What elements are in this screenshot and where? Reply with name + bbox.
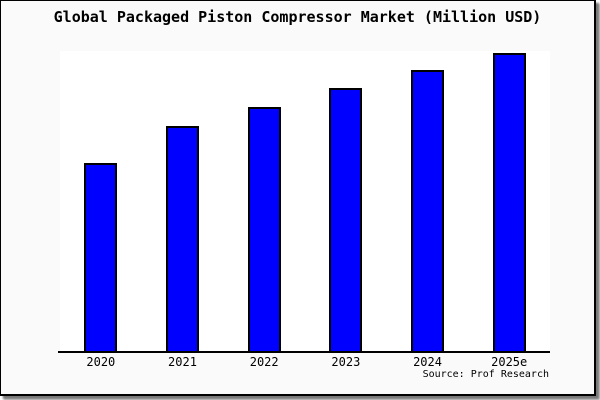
bar-2022 [247, 107, 281, 351]
x-tick-label-2024: 2024 [413, 355, 442, 369]
bar-2021 [166, 126, 199, 351]
x-tick-label-2022: 2022 [249, 355, 279, 369]
bar-slot [142, 51, 224, 351]
source-note: Source: Prof Research [422, 369, 549, 380]
bar-slot [223, 51, 305, 351]
bar-2020 [84, 162, 118, 351]
x-tick-label-2020: 2020 [86, 355, 116, 369]
bars-container [60, 51, 550, 351]
x-axis-labels: 2020 2021 2022 2023 2024 2025e [60, 355, 550, 369]
x-axis-line [58, 351, 550, 353]
bar-slot [305, 51, 387, 351]
bar-slot [387, 51, 469, 351]
bar-2023 [329, 87, 363, 351]
bar-slot [468, 51, 550, 351]
x-tick-label-2023: 2023 [331, 355, 361, 369]
plot-area [58, 51, 550, 353]
bar-2025e [492, 53, 526, 351]
x-tick-label-2021: 2021 [168, 355, 197, 369]
bar-2024 [411, 69, 445, 351]
x-tick-label-2025e: 2025e [491, 355, 528, 369]
chart-title: Global Packaged Piston Compressor Market… [53, 8, 542, 26]
bar-slot [60, 51, 142, 351]
